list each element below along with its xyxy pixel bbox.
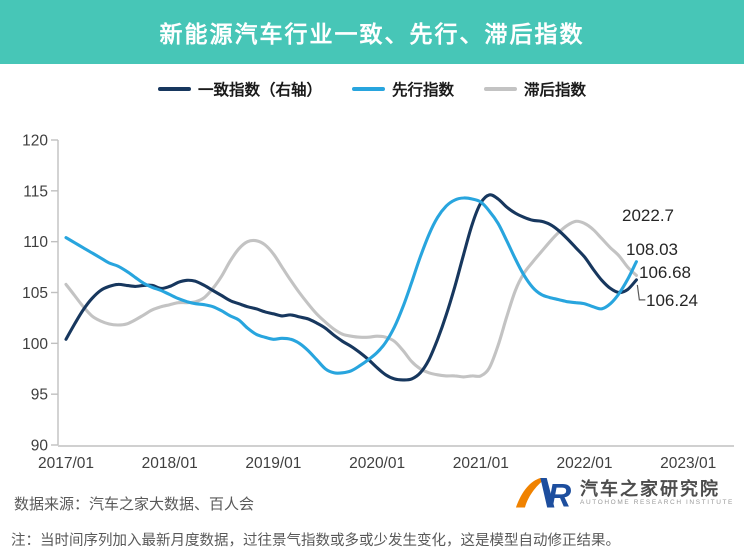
title-banner: 新能源汽车行业一致、先行、滞后指数	[0, 0, 744, 64]
annotation-date: 2022.7	[622, 206, 674, 225]
x-tick-label: 2021/01	[453, 455, 509, 472]
ar-logo-icon: R	[515, 477, 572, 509]
x-tick-label: 2022/01	[556, 455, 612, 472]
leading-line-swatch-icon	[351, 87, 385, 91]
annotation-lagging-value: 106.68	[639, 263, 691, 282]
y-tick-label: 120	[22, 133, 48, 150]
lagging-line-swatch-icon	[484, 87, 517, 91]
x-tick-label: 2018/01	[142, 455, 198, 472]
annotation-coincident-value: 106.24	[646, 291, 698, 310]
chart-line-leading	[64, 196, 638, 375]
legend-item-lagging: 滞后指数	[484, 78, 586, 100]
autohome-research-logo: R 汽车之家研究院 AUTOHOME RESEARCH INSTITUTE	[515, 477, 734, 509]
y-tick-label: 95	[31, 387, 48, 404]
x-tick-label: 2019/01	[245, 455, 301, 472]
legend-label-lagging: 滞后指数	[524, 82, 587, 99]
page-title: 新能源汽车行业一致、先行、滞后指数	[159, 21, 585, 47]
legend-label-leading: 先行指数	[391, 82, 454, 99]
footnote-text: 注：当时间序列加入最新月度数据，过往景气指数或多或少发生变化，这是模型自动修正结…	[11, 533, 620, 549]
data-source-text: 数据来源：汽车之家大数据、百人会	[14, 496, 255, 513]
x-tick-label: 2017/01	[38, 455, 94, 472]
chart-line-coincident	[64, 193, 638, 382]
y-tick-label: 110	[23, 234, 48, 251]
y-tick-label: 105	[22, 285, 48, 302]
logo-cn-text: 汽车之家研究院	[580, 479, 721, 499]
logo-text-block: 汽车之家研究院 AUTOHOME RESEARCH INSTITUTE	[580, 479, 734, 507]
annotation-connector-line	[636, 284, 646, 301]
y-tick-label: 90	[31, 438, 49, 455]
logo-en-text: AUTOHOME RESEARCH INSTITUTE	[580, 499, 734, 506]
x-tick-label: 2023/01	[660, 455, 716, 472]
chart-legend: 一致指数（右轴） 先行指数 滞后指数	[0, 76, 744, 102]
x-tick-label: 2020/01	[349, 455, 405, 472]
chart-line-lagging	[64, 219, 638, 379]
coincident-line-swatch-icon	[157, 87, 191, 91]
y-tick-label: 100	[22, 336, 48, 353]
legend-label-coincident: 一致指数（右轴）	[197, 82, 322, 99]
legend-item-coincident: 一致指数（右轴）	[157, 78, 322, 100]
svg-text:R: R	[548, 477, 572, 509]
legend-item-leading: 先行指数	[351, 78, 454, 100]
annotation-leading-value: 108.03	[626, 240, 678, 259]
y-tick-label: 115	[23, 183, 48, 200]
